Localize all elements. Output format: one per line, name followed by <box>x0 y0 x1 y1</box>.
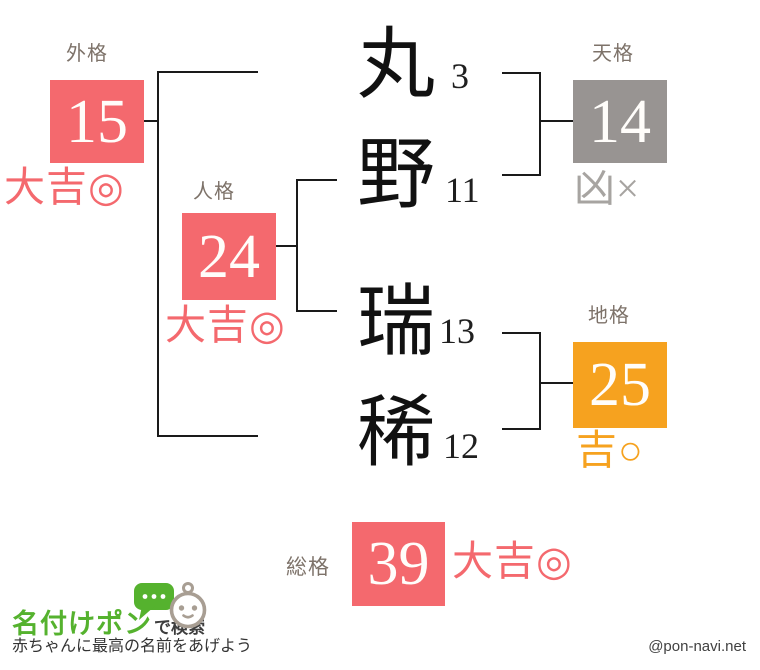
stroke-count-4: 12 <box>443 426 479 466</box>
chikaku-connector-line <box>541 382 573 384</box>
tenkaku-result: 凶× <box>574 165 641 211</box>
jinkaku-score-box: 24 <box>182 213 276 300</box>
name-char-1: 丸 <box>356 21 435 108</box>
stroke-count-3: 13 <box>439 311 475 351</box>
name-char-3: 瑞 <box>356 278 435 365</box>
speech-bubble-icon <box>134 583 174 620</box>
inner-bracket-bottom-line <box>297 310 337 312</box>
soukaku-result: 大吉◎ <box>452 538 573 584</box>
tenkaku-bracket-vertical-line <box>539 72 541 176</box>
chikaku-bracket-top-line <box>502 332 539 334</box>
site-logo: 名付けポン で検索 <box>12 602 205 641</box>
chikaku-bracket-bottom-line <box>502 428 539 430</box>
inner-bracket-vertical-line <box>296 179 298 312</box>
chikaku-result: 吉○ <box>576 427 644 473</box>
gaikaku-score-box: 15 <box>50 80 144 163</box>
stroke-count-2: 11 <box>445 170 480 210</box>
tenkaku-connector-line <box>541 120 573 122</box>
soukaku-score-box: 39 <box>352 522 445 606</box>
site-credit: @pon-navi.net <box>648 638 746 655</box>
name-char-2: 野 <box>356 131 435 218</box>
stroke-count-1: 3 <box>451 56 469 96</box>
tenkaku-score-box: 14 <box>573 80 667 163</box>
gaikaku-label: 外格 <box>66 43 108 65</box>
tenkaku-score: 14 <box>589 87 651 156</box>
gaikaku-result: 大吉◎ <box>4 164 125 210</box>
outer-bracket-vertical-line <box>157 71 159 437</box>
tenkaku-bracket-bottom-line <box>502 174 539 176</box>
chikaku-score-box: 25 <box>573 342 667 428</box>
soukaku-score: 39 <box>367 530 430 598</box>
gaikaku-connector-line <box>144 120 157 122</box>
soukaku-label: 総格 <box>286 556 330 579</box>
name-char-4: 稀 <box>356 389 435 476</box>
chikaku-score: 25 <box>589 351 651 419</box>
inner-bracket-top-line <box>297 179 337 181</box>
outer-bracket-top-line <box>158 71 258 73</box>
gaikaku-score: 15 <box>66 87 128 156</box>
outer-bracket-bottom-line <box>158 435 258 437</box>
tenkaku-bracket-top-line <box>502 72 539 74</box>
tenkaku-label: 天格 <box>592 43 634 65</box>
logo-text: 名付けポン <box>12 609 152 639</box>
jinkaku-connector-line <box>276 245 296 247</box>
jinkaku-label: 人格 <box>193 181 235 203</box>
jinkaku-result: 大吉◎ <box>165 302 286 348</box>
chikaku-bracket-vertical-line <box>539 332 541 430</box>
jinkaku-score: 24 <box>198 222 260 291</box>
baby-face-icon <box>169 582 207 629</box>
tagline: 赤ちゃんに最高の名前をあげよう <box>12 638 253 655</box>
chikaku-label: 地格 <box>588 305 630 327</box>
